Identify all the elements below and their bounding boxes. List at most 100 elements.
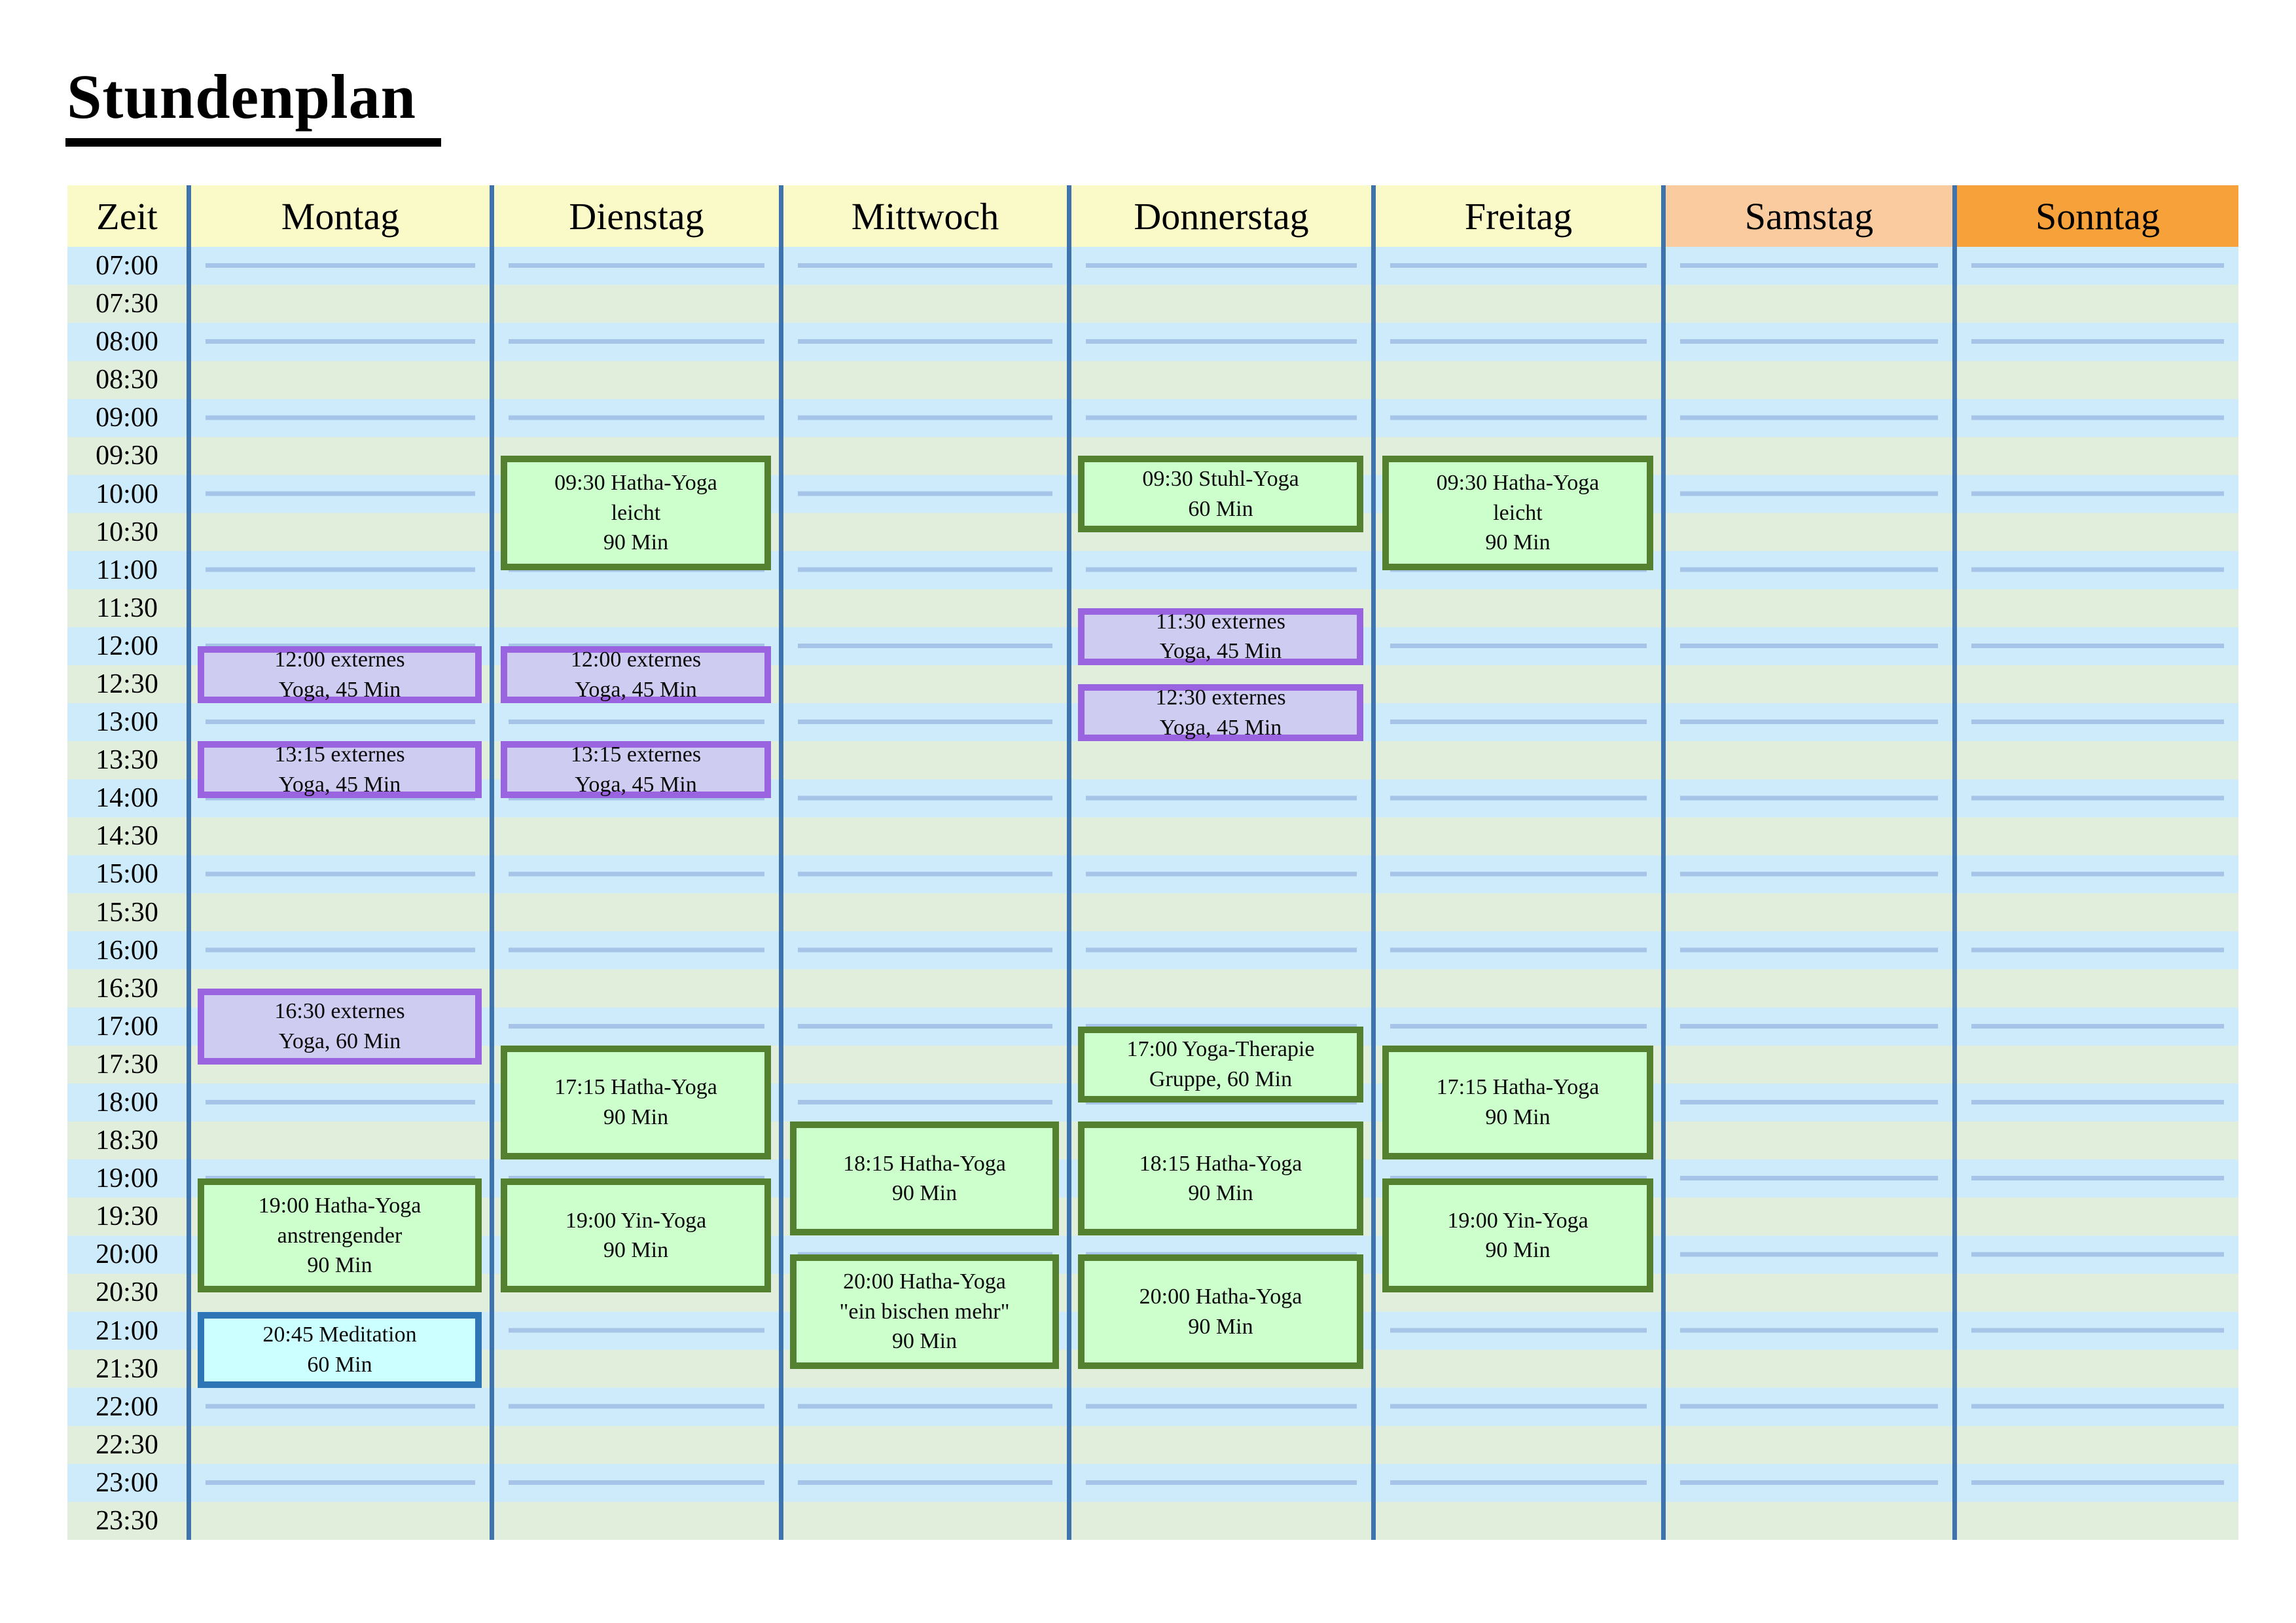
event-block-yoga: 20:00 Hatha-Yoga 90 Min bbox=[1078, 1254, 1363, 1369]
day-column-donnerstag: 09:30 Stuhl-Yoga 60 Min 11:30 externes Yoga… bbox=[1067, 247, 1371, 1540]
event-text-line: 60 Min bbox=[1188, 496, 1253, 521]
event-text-line: Gruppe, 60 Min bbox=[1149, 1067, 1293, 1091]
event-text-line: 90 Min bbox=[891, 1329, 958, 1354]
hour-gridlines bbox=[1390, 247, 1647, 1540]
hour-gridlines bbox=[509, 247, 764, 1540]
hour-gridlines bbox=[1680, 247, 1938, 1540]
event-text-line: Yoga, 45 Min bbox=[575, 772, 697, 797]
time-label: 14:30 bbox=[96, 821, 158, 852]
event-text-line: 60 Min bbox=[307, 1352, 372, 1377]
time-label: 16:00 bbox=[96, 935, 158, 966]
time-label: 16:30 bbox=[96, 973, 158, 1004]
event-text-line: 90 Min bbox=[1188, 1314, 1253, 1339]
event-block-externes: 12:00 externes Yoga, 45 Min bbox=[198, 646, 482, 704]
time-label: 09:00 bbox=[96, 403, 158, 433]
day-header-sonntag: Sonntag bbox=[1952, 185, 2238, 247]
event-text-line: 13:15 externes bbox=[274, 742, 405, 767]
time-label: 13:30 bbox=[96, 745, 158, 776]
time-label: 23:00 bbox=[96, 1467, 158, 1498]
event-text-line: 09:30 Hatha-Yoga bbox=[554, 471, 717, 496]
event-text-line: 18:15 Hatha-Yoga bbox=[843, 1151, 1006, 1176]
day-header-freitag: Freitag bbox=[1371, 185, 1661, 247]
time-label: 19:30 bbox=[96, 1201, 158, 1232]
time-label: 21:30 bbox=[96, 1353, 158, 1384]
event-block-yoga: 20:00 Hatha-Yoga "ein bischen mehr" 90 Min bbox=[790, 1254, 1059, 1369]
day-column-freitag: 09:30 Hatha-Yoga leicht 90 Min 17:15 Hatha-… bbox=[1371, 247, 1661, 1540]
time-label: 20:00 bbox=[96, 1239, 158, 1270]
event-text-line: leicht bbox=[611, 500, 661, 525]
time-label: 10:30 bbox=[96, 517, 158, 547]
event-text-line: 19:00 Yin-Yoga bbox=[565, 1208, 707, 1233]
event-text-line: 11:30 externes bbox=[1156, 609, 1285, 634]
event-text-line: 12:00 externes bbox=[274, 647, 405, 672]
day-column-sonntag bbox=[1952, 247, 2238, 1540]
event-text-line: 17:15 Hatha-Yoga bbox=[554, 1075, 717, 1100]
day-header-samstag: Samstag bbox=[1661, 185, 1952, 247]
event-text-line: 09:30 Stuhl-Yoga bbox=[1142, 467, 1299, 492]
event-text-line: 90 Min bbox=[1485, 1238, 1551, 1263]
event-text-line: 13:15 externes bbox=[570, 742, 702, 767]
event-block-meditation: 20:45 Meditation 60 Min bbox=[198, 1311, 482, 1388]
timetable: Zeit Montag Dienstag Mittwoch Donnerstag Fre… bbox=[67, 185, 2238, 1540]
event-text-line: 19:00 Hatha-Yoga bbox=[258, 1194, 422, 1218]
time-label: 22:00 bbox=[96, 1391, 158, 1422]
time-label: 14:00 bbox=[96, 783, 158, 814]
event-text-line: 12:00 externes bbox=[570, 647, 702, 672]
event-text-line: 90 Min bbox=[307, 1253, 372, 1278]
event-block-yoga: 17:15 Hatha-Yoga 90 Min bbox=[501, 1045, 771, 1160]
time-label: 15:00 bbox=[96, 859, 158, 890]
time-label: 08:30 bbox=[96, 365, 158, 395]
time-label: 17:00 bbox=[96, 1011, 158, 1042]
event-text-line: Yoga, 45 Min bbox=[278, 772, 401, 797]
event-block-externes: 16:30 externes Yoga, 60 Min bbox=[198, 988, 482, 1065]
event-block-externes: 12:00 externes Yoga, 45 Min bbox=[501, 646, 771, 704]
event-text-line: 90 Min bbox=[603, 1238, 669, 1263]
event-block-yoga: 17:00 Yoga-Therapie Gruppe, 60 Min bbox=[1078, 1026, 1363, 1103]
time-label: 18:00 bbox=[96, 1087, 158, 1118]
event-block-externes: 13:15 externes Yoga, 45 Min bbox=[501, 741, 771, 799]
time-label: 23:30 bbox=[96, 1506, 158, 1536]
time-label: 12:00 bbox=[96, 630, 158, 661]
time-label: 08:00 bbox=[96, 327, 158, 357]
event-text-line: 90 Min bbox=[603, 530, 669, 555]
time-label: 12:30 bbox=[96, 669, 158, 700]
event-text-line: Yoga, 45 Min bbox=[278, 677, 401, 702]
time-label: 21:00 bbox=[96, 1315, 158, 1346]
event-text-line: 90 Min bbox=[1188, 1181, 1253, 1206]
time-label: 07:00 bbox=[96, 251, 158, 282]
event-text-line: 20:45 Meditation bbox=[262, 1322, 417, 1347]
day-header-dienstag: Dienstag bbox=[490, 185, 779, 247]
event-block-externes: 13:15 externes Yoga, 45 Min bbox=[198, 741, 482, 799]
event-text-line: Yoga, 45 Min bbox=[1159, 639, 1282, 664]
event-text-line: anstrengender bbox=[277, 1223, 403, 1248]
day-column-montag: 12:00 externes Yoga, 45 Min 13:15 externes… bbox=[187, 247, 490, 1540]
event-text-line: 18:15 Hatha-Yoga bbox=[1139, 1151, 1302, 1176]
event-block-externes: 11:30 externes Yoga, 45 Min bbox=[1078, 608, 1363, 665]
event-text-line: 90 Min bbox=[1485, 1105, 1551, 1129]
event-text-line: 17:15 Hatha-Yoga bbox=[1436, 1075, 1600, 1100]
event-text-line: 19:00 Yin-Yoga bbox=[1447, 1208, 1588, 1233]
day-header-donnerstag: Donnerstag bbox=[1067, 185, 1371, 247]
event-block-yoga: 09:30 Stuhl-Yoga 60 Min bbox=[1078, 456, 1363, 532]
time-label: 15:30 bbox=[96, 897, 158, 928]
event-text-line: 16:30 externes bbox=[274, 999, 405, 1024]
time-label: 11:00 bbox=[96, 555, 158, 585]
event-text-line: 09:30 Hatha-Yoga bbox=[1436, 471, 1600, 496]
time-label: 20:30 bbox=[96, 1277, 158, 1308]
event-text-line: "ein bischen mehr" bbox=[839, 1299, 1010, 1324]
day-header-mittwoch: Mittwoch bbox=[779, 185, 1067, 247]
time-column-header: Zeit bbox=[67, 185, 187, 247]
time-label: 07:30 bbox=[96, 289, 158, 319]
event-text-line: 17:00 Yoga-Therapie bbox=[1126, 1037, 1315, 1062]
event-text-line: Yoga, 45 Min bbox=[1159, 715, 1282, 740]
time-label: 10:00 bbox=[96, 479, 158, 509]
page-title: Stundenplan bbox=[65, 60, 441, 147]
time-label: 13:00 bbox=[96, 707, 158, 738]
event-block-yoga: 09:30 Hatha-Yoga leicht 90 Min bbox=[501, 456, 771, 570]
time-label: 22:30 bbox=[96, 1429, 158, 1460]
event-block-externes: 12:30 externes Yoga, 45 Min bbox=[1078, 684, 1363, 742]
time-label: 19:00 bbox=[96, 1163, 158, 1194]
event-text-line: 12:30 externes bbox=[1155, 685, 1286, 710]
event-text-line: Yoga, 60 Min bbox=[278, 1029, 401, 1053]
